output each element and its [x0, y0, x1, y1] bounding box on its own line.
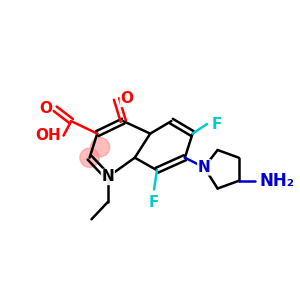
Text: N: N [198, 160, 211, 175]
Text: O: O [120, 92, 134, 106]
Text: O: O [39, 101, 52, 116]
Circle shape [91, 137, 110, 157]
Text: NH₂: NH₂ [260, 172, 295, 190]
Circle shape [80, 148, 99, 167]
Text: N: N [101, 169, 114, 184]
Text: F: F [149, 195, 159, 210]
Text: OH: OH [35, 128, 61, 143]
Text: F: F [212, 116, 222, 131]
